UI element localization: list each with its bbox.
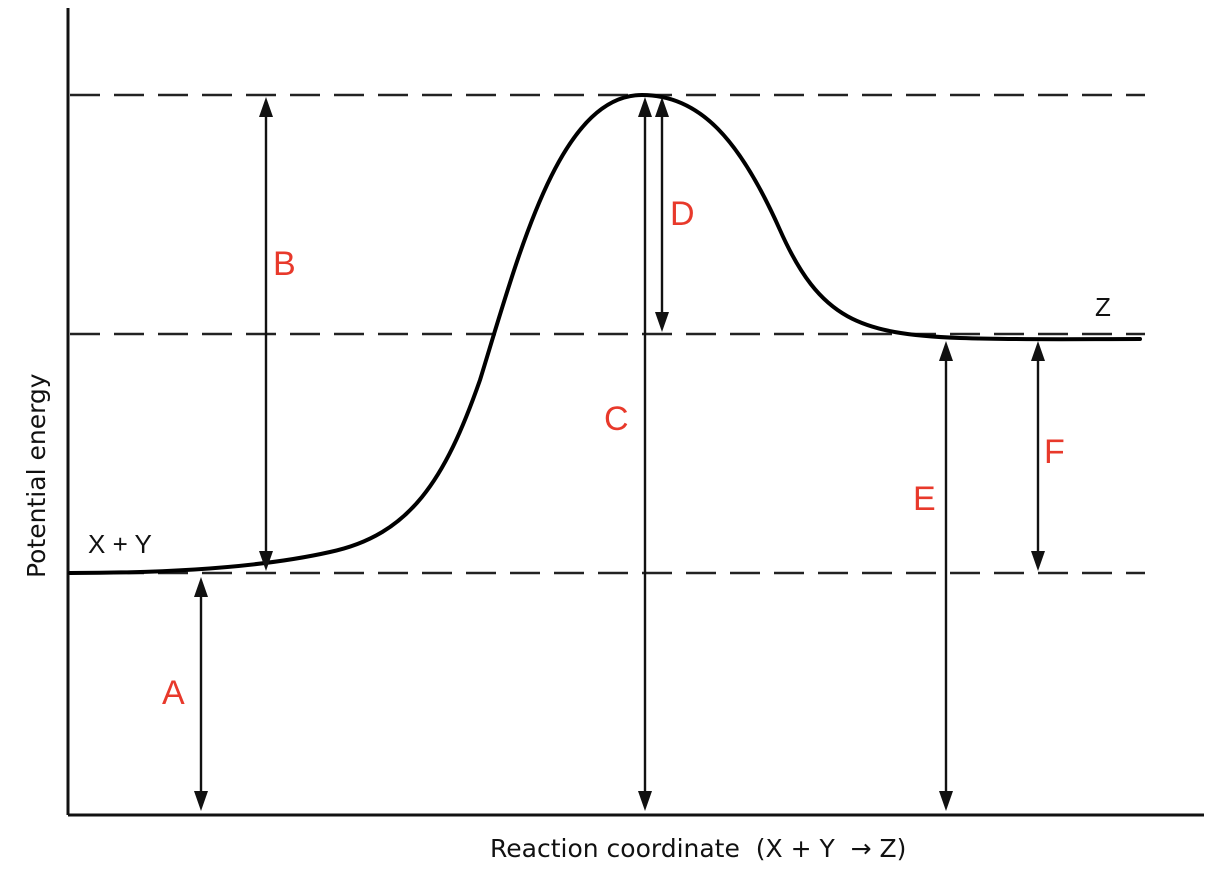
- arrow-f-label: F: [1044, 433, 1065, 471]
- x-axis-title: Reaction coordinate (X + Y → Z): [490, 834, 906, 863]
- arrow-a-head-down: [194, 791, 208, 811]
- arrow-b-head-down: [259, 551, 273, 571]
- arrow-c-head-up: [638, 97, 652, 117]
- arrow-d-head-down: [655, 312, 669, 332]
- arrow-e-label: E: [913, 480, 936, 518]
- arrow-c-label: C: [604, 400, 629, 438]
- arrow-e-head-down: [939, 791, 953, 811]
- arrow-e-head-up: [939, 341, 953, 361]
- arrow-b-head-up: [259, 97, 273, 117]
- arrow-b-label: B: [273, 245, 296, 283]
- arrow-d-head-up: [655, 97, 669, 117]
- y-axis-title: Potential energy: [22, 373, 51, 578]
- arrow-a-head-up: [194, 577, 208, 597]
- energy-curve: [68, 93, 1142, 575]
- reactants-label: X + Y: [88, 529, 152, 559]
- arrow-f-head-up: [1031, 341, 1045, 361]
- arrow-a-label: A: [162, 674, 185, 712]
- product-label: Z: [1095, 292, 1111, 322]
- arrow-f-head-down: [1031, 551, 1045, 571]
- arrow-c-head-down: [638, 791, 652, 811]
- arrow-d-label: D: [670, 195, 695, 233]
